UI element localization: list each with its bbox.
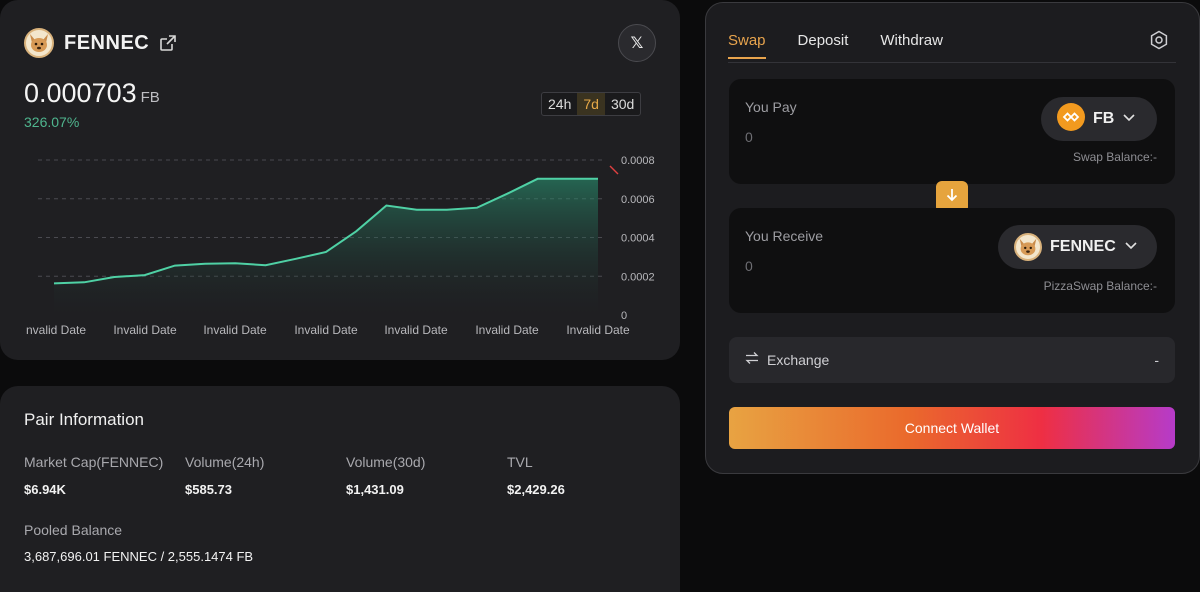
receive-balance: PizzaSwap Balance:- xyxy=(1043,279,1157,293)
fennec-avatar-icon xyxy=(24,28,54,58)
external-link-icon[interactable] xyxy=(159,34,177,52)
exchange-value: - xyxy=(1154,352,1159,368)
pay-panel: You Pay FB Swap Balance:- xyxy=(729,79,1175,184)
switch-direction-button[interactable] xyxy=(936,181,968,213)
settings-gear-icon[interactable] xyxy=(1149,30,1169,50)
tab-divider xyxy=(728,62,1176,63)
tab-deposit[interactable]: Deposit xyxy=(797,32,849,49)
stat-value-market-cap: $6.94K xyxy=(24,482,66,497)
chart-cursor-marker xyxy=(609,165,619,175)
fb-token-icon xyxy=(1057,102,1085,136)
chevron-down-icon xyxy=(1122,110,1136,129)
tab-withdraw[interactable]: Withdraw xyxy=(880,32,943,49)
receive-token-selector[interactable]: FENNEC xyxy=(998,225,1157,269)
pay-balance: Swap Balance:- xyxy=(1072,150,1157,164)
stat-value-tvl: $2,429.26 xyxy=(507,482,565,497)
y-tick-label: 0.0004 xyxy=(621,233,655,245)
price-area-chart: 0.0008 0.0006 0.0004 0.0002 0 nvalid Date Inv… xyxy=(26,155,655,337)
chart-area xyxy=(54,178,598,315)
price-unit: FB xyxy=(140,89,160,106)
swap-tabs: Swap Deposit Withdraw xyxy=(728,32,943,59)
price-value: 0.000703 xyxy=(24,78,137,108)
x-tick-label: nvalid Date xyxy=(26,323,86,337)
price-change: 326.07% xyxy=(24,114,80,130)
pair-information-card xyxy=(0,386,680,592)
fennec-token-icon xyxy=(1014,233,1042,261)
pay-label: You Pay xyxy=(745,99,797,115)
token-name: FENNEC xyxy=(64,31,150,54)
swap-arrows-icon xyxy=(745,351,759,370)
range-tab-24h[interactable]: 24h xyxy=(548,96,572,112)
pooled-balance-value: 3,687,696.01 FENNEC / 2,555.1474 FB xyxy=(24,549,254,564)
y-tick-label: 0.0006 xyxy=(621,194,655,206)
pooled-balance-label: Pooled Balance xyxy=(24,522,123,538)
receive-panel: You Receive FENNEC PizzaSwap Balance:- xyxy=(729,208,1175,313)
stat-label-volume-24h: Volume(24h) xyxy=(185,454,265,470)
pay-amount-input[interactable] xyxy=(745,129,945,145)
x-tick-label: Invalid Date xyxy=(113,323,177,337)
y-tick-label: 0.0002 xyxy=(621,271,655,283)
tab-swap[interactable]: Swap xyxy=(728,32,766,59)
exchange-label: Exchange xyxy=(767,352,830,368)
x-tick-label: Invalid Date xyxy=(294,323,358,337)
connect-wallet-button[interactable]: Connect Wallet xyxy=(729,407,1175,449)
x-tick-label: Invalid Date xyxy=(384,323,448,337)
time-range-tabs: 24h 7d 30d xyxy=(541,92,642,116)
range-tab-7d[interactable]: 7d xyxy=(577,93,605,115)
y-tick-label: 0 xyxy=(621,310,627,322)
pay-token-name: FB xyxy=(1093,110,1115,127)
chevron-down-icon xyxy=(1124,238,1138,257)
receive-token-name: FENNEC xyxy=(1050,238,1116,255)
stat-label-tvl: TVL xyxy=(507,454,533,470)
token-header: FENNEC xyxy=(24,28,177,58)
receive-amount-input[interactable] xyxy=(745,258,945,274)
chart-line xyxy=(53,177,598,285)
stat-value-volume-30d: $1,431.09 xyxy=(346,482,404,497)
stat-label-volume-30d: Volume(30d) xyxy=(346,454,426,470)
token-price: 0.000703 FB xyxy=(24,78,160,109)
x-tick-label: Invalid Date xyxy=(203,323,267,337)
stat-value-volume-24h: $585.73 xyxy=(185,482,232,497)
x-social-button[interactable]: 𝕏 xyxy=(618,24,656,62)
receive-label: You Receive xyxy=(745,228,824,244)
pair-title: Pair Information xyxy=(24,410,144,429)
stat-label-market-cap: Market Cap(FENNEC) xyxy=(24,454,164,470)
x-tick-label: Invalid Date xyxy=(475,323,539,337)
pay-token-selector[interactable]: FB xyxy=(1041,97,1157,141)
range-tab-30d[interactable]: 30d xyxy=(610,96,635,112)
x-logo-icon: 𝕏 xyxy=(630,35,644,52)
exchange-rate-row: Exchange - xyxy=(729,337,1175,383)
x-tick-label: Invalid Date xyxy=(566,323,630,337)
arrow-down-icon xyxy=(944,187,960,208)
y-tick-label: 0.0008 xyxy=(621,155,655,167)
